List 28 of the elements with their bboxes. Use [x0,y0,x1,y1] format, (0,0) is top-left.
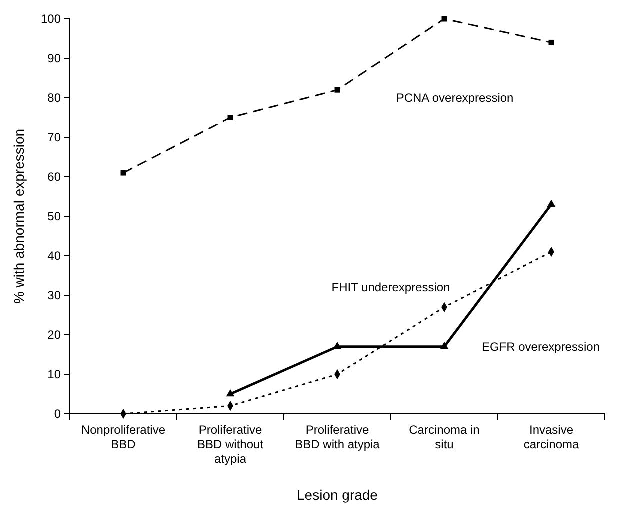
y-tick-label: 80 [48,90,62,105]
y-tick-label: 100 [40,12,62,26]
text: PCNA overexpression [396,90,514,105]
x-tick-label: Proliferative BBD without atypia [197,423,264,466]
y-axis-title: % with abnormal expression [11,128,27,304]
y-tick-label: 0 [54,406,62,421]
point [547,200,556,208]
x-tick-label: Nonproliferative BBD [81,423,166,452]
x-tick-label: Invasive carcinoma [524,423,580,452]
series-label: FHIT underexpression [332,280,450,295]
y-tick-label: 10 [48,367,62,382]
point [228,115,234,120]
point [548,40,554,46]
y-tick-label: 50 [48,209,62,224]
y-tick-label: 70 [48,130,62,144]
y-tick-label: 40 [48,248,62,263]
point [226,389,235,397]
point [440,342,449,350]
point [120,170,126,176]
y-tick-label: 60 [48,170,62,184]
y-tick-label: 90 [48,51,62,66]
x-axis-title: Lesion grade [297,487,378,503]
x-tick-label: Proliferative BBD with atypia [295,423,380,452]
x-tick-label: Carcinoma in situ [409,423,480,452]
text: EGFR overexpression [482,340,600,354]
point [334,87,340,93]
y-tick-label: 30 [48,288,62,302]
y-tick-label: 20 [48,328,62,342]
